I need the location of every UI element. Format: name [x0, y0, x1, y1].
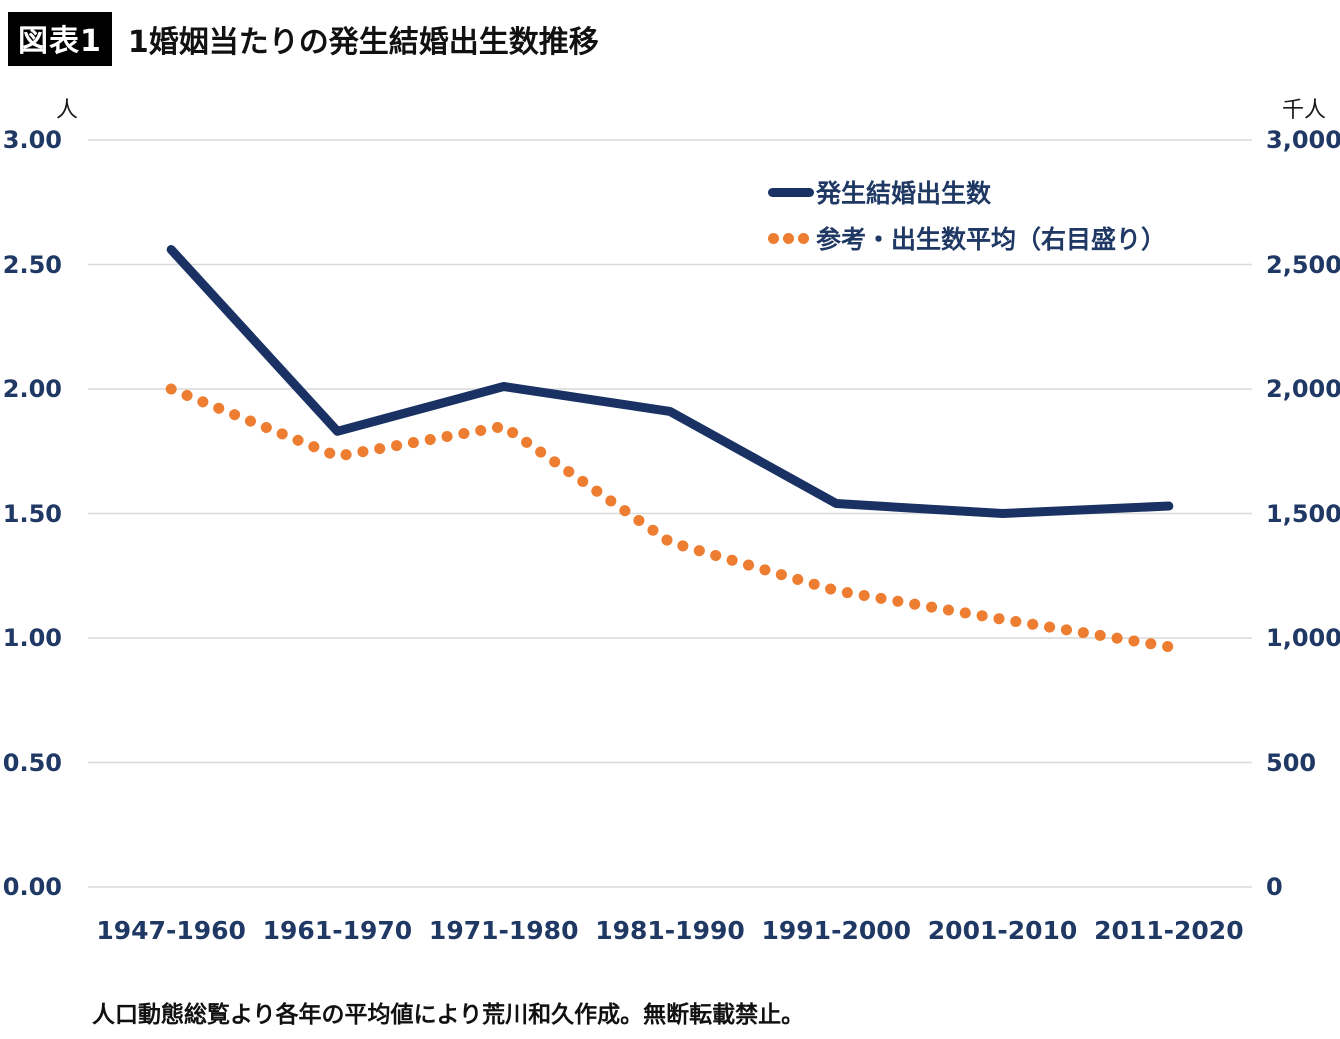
x-tick-label: 1971-1980 — [428, 916, 579, 945]
figure-number-badge: 図表1 — [8, 12, 112, 66]
right-y-tick-label: 3,000 — [1266, 126, 1340, 154]
left-y-tick-label: 1.00 — [2, 624, 62, 652]
source-note: 人口動態総覧より各年の平均値により荒川和久作成。無断転載禁止。 — [92, 1002, 805, 1028]
legend-dot-icon — [768, 232, 779, 244]
right-y-tick-label: 1,500 — [1266, 499, 1340, 528]
legend-item: 発生結婚出生数 — [768, 176, 1166, 208]
x-tick-label: 1947-1960 — [96, 916, 246, 945]
right-y-tick-label: 0 — [1266, 873, 1283, 901]
legend-item: 参考・出生数平均（右目盛り） — [768, 222, 1166, 254]
legend-label: 発生結婚出生数 — [816, 179, 992, 208]
left-y-tick-label: 3.00 — [2, 126, 62, 154]
legend-dot-icon — [798, 232, 809, 244]
series-line-dotted — [165, 383, 1175, 653]
x-tick-label: 1961-1970 — [262, 916, 413, 945]
right-y-tick-label: 2,500 — [1266, 250, 1340, 279]
left-y-tick-label: 2.50 — [2, 250, 62, 279]
legend-label: 参考・出生数平均（右目盛り） — [816, 225, 1167, 254]
left-y-tick-label: 0.50 — [2, 748, 62, 777]
left-y-tick-label: 1.50 — [2, 499, 62, 528]
right-y-tick-label: 2,000 — [1266, 375, 1340, 403]
series-line-solid — [166, 245, 1174, 518]
x-tick-label: 2011-2020 — [1094, 916, 1244, 945]
legend-dot-icon — [783, 232, 794, 244]
legend: 発生結婚出生数参考・出生数平均（右目盛り） — [768, 176, 1166, 268]
left-axis-unit-label: 人 — [56, 98, 79, 123]
x-tick-label: 2001-2010 — [927, 916, 1078, 945]
legend-solid-line-swatch-icon — [768, 187, 814, 197]
right-y-tick-label: 1,000 — [1266, 624, 1340, 652]
chart-title: 1婚姻当たりの発生結婚出生数推移 — [127, 25, 599, 60]
x-tick-label: 1991-2000 — [761, 916, 912, 945]
left-y-tick-label: 0.00 — [2, 873, 62, 901]
right-y-tick-label: 500 — [1266, 748, 1317, 777]
right-axis-unit-label: 千人 — [1282, 98, 1327, 123]
legend-dotted-line-swatch-icon — [768, 232, 814, 244]
left-y-tick-label: 2.00 — [2, 375, 62, 403]
x-tick-label: 1981-1990 — [595, 916, 745, 945]
figure-header: 図表1 1婚姻当たりの発生結婚出生数推移 — [8, 12, 599, 66]
